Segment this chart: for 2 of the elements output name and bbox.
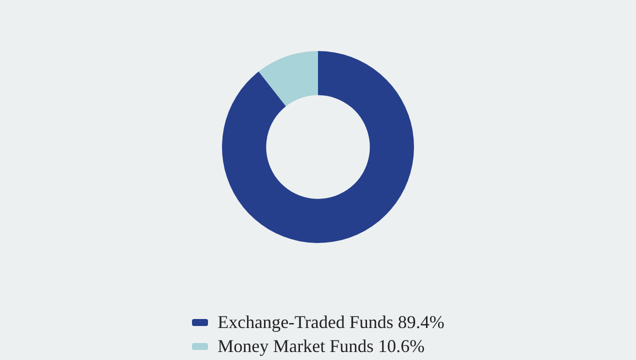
legend-label: Exchange-Traded Funds 89.4% [218,312,444,332]
legend-label: Money Market Funds 10.6% [218,336,425,356]
